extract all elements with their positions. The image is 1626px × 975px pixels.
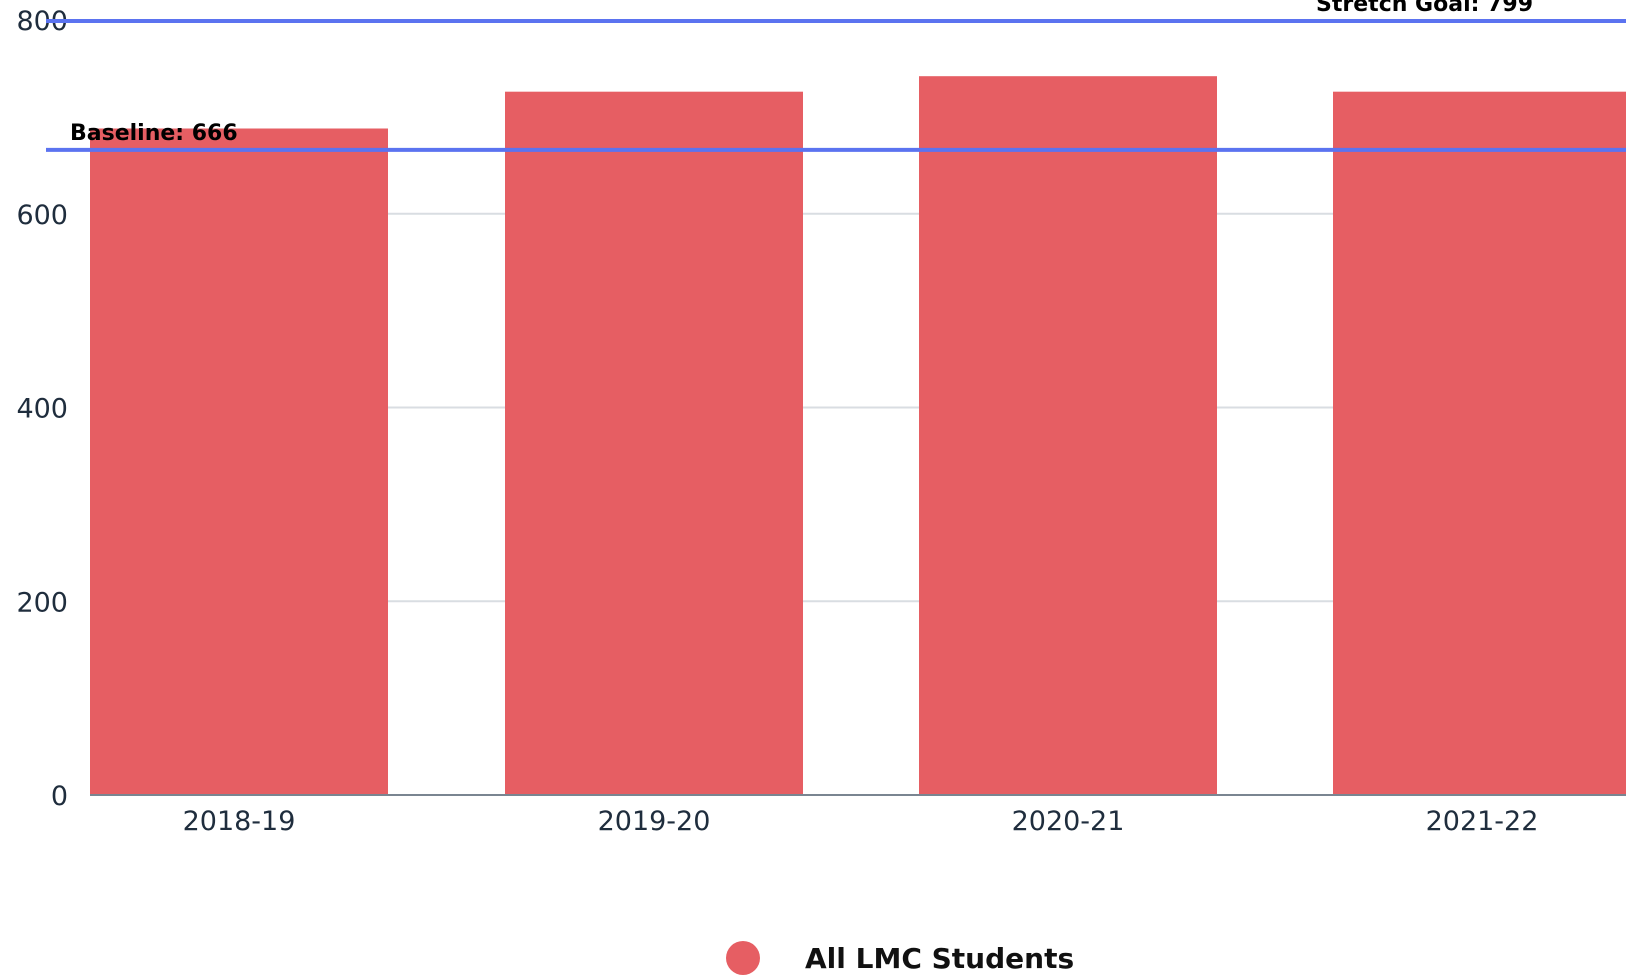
bars <box>90 76 1626 795</box>
y-tick-label: 400 <box>16 394 68 425</box>
stretch-goal-label: Stretch Goal: 799 <box>1316 0 1533 17</box>
baseline-label: Baseline: 666 <box>70 121 238 146</box>
x-tick-label: 2018-19 <box>183 806 296 837</box>
x-axis-ticks: 2018-19 2019-20 2020-21 2021-22 <box>183 806 1539 837</box>
x-tick-label: 2021-22 <box>1426 806 1539 837</box>
y-tick-label: 600 <box>16 200 68 231</box>
x-tick-label: 2019-20 <box>598 806 711 837</box>
bar-2021-22[interactable] <box>1333 91 1626 795</box>
bar-2018-19[interactable] <box>90 128 388 796</box>
y-tick-label: 0 <box>51 781 68 812</box>
reference-lines: Baseline: 666 Stretch Goal: 799 <box>46 0 1626 152</box>
legend[interactable]: All LMC Students <box>726 941 1074 975</box>
legend-swatch[interactable] <box>726 941 760 975</box>
x-tick-label: 2020-21 <box>1012 806 1125 837</box>
bar-2019-20[interactable] <box>505 91 803 795</box>
legend-label-all-lmc-students[interactable]: All LMC Students <box>805 942 1074 975</box>
bar-2020-21[interactable] <box>919 76 1217 795</box>
y-tick-label: 200 <box>16 587 68 618</box>
